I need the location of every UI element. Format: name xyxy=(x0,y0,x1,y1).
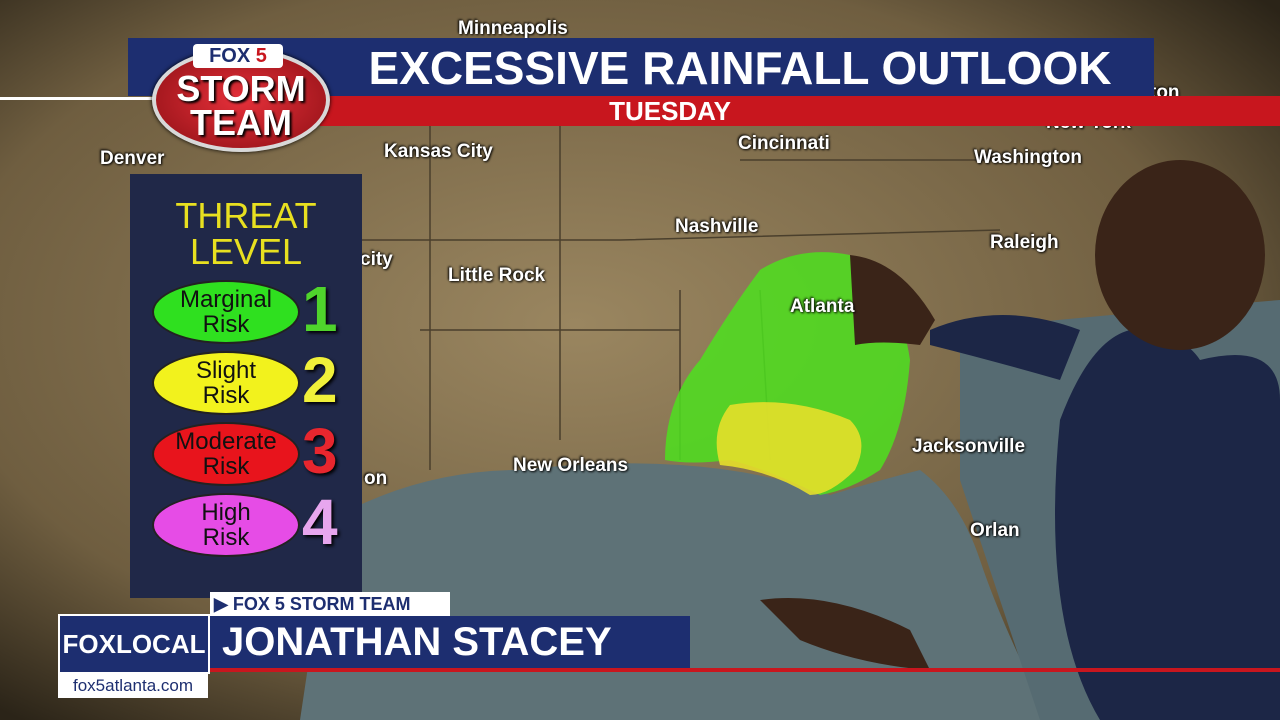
risk-ellipse: Slight Risk xyxy=(152,351,300,415)
presenter-hand xyxy=(850,255,935,345)
logo-fox: FOX xyxy=(209,45,251,67)
header-subtitle: TUESDAY xyxy=(609,96,731,126)
legend-title-line: LEVEL xyxy=(189,231,303,272)
risk-number: 1 xyxy=(302,273,338,345)
slight-area xyxy=(716,402,862,495)
city-label: Denver xyxy=(100,148,165,169)
tag-text: FOX 5 STORM TEAM xyxy=(232,594,411,614)
risk-label: High xyxy=(201,499,251,526)
city-label: Little Rock xyxy=(448,265,546,286)
tag-bar xyxy=(210,592,450,616)
logo-line2: TEAM xyxy=(190,102,292,143)
city-label: Minneapolis xyxy=(458,18,568,39)
city-label: on xyxy=(364,468,388,489)
logo-channel: 5 xyxy=(255,45,267,67)
subtitle-bar xyxy=(320,96,1280,126)
city-label: Atlanta xyxy=(790,296,855,317)
city-label: Raleigh xyxy=(990,232,1059,253)
risk-number: 4 xyxy=(302,486,338,558)
risk-label: Risk xyxy=(202,524,250,551)
tag: ▶ FOX 5 STORM TEAM xyxy=(214,594,411,614)
city-label: city xyxy=(360,249,393,270)
city-label: Orlan xyxy=(970,520,1020,541)
risk-ellipse: Moderate Risk xyxy=(152,422,300,486)
logo-line1: STORM xyxy=(176,68,306,109)
name-rule xyxy=(210,668,1280,672)
presenter-pointing-hand xyxy=(760,598,930,670)
risk-label: Risk xyxy=(202,453,250,480)
city-label: Cincinnati xyxy=(738,133,830,154)
risk-label: Moderate xyxy=(175,428,277,455)
rule xyxy=(0,97,160,100)
presenter-body xyxy=(1055,330,1280,720)
risk-number: 3 xyxy=(302,415,338,487)
website: fox5atlanta.com xyxy=(58,674,208,698)
risk-ellipse: High Risk xyxy=(152,493,300,557)
city-label: Jacksonville xyxy=(912,436,1026,457)
city-label: Kansas City xyxy=(384,141,493,162)
legend-item: Moderate Risk 3 xyxy=(152,415,352,487)
legend-title: THREAT LEVEL xyxy=(130,198,362,270)
legend-item: Slight Risk 2 xyxy=(152,344,352,416)
city-label: New Orleans xyxy=(513,455,629,476)
presenter-name: JONATHAN STACEY xyxy=(222,620,612,664)
risk-label: Marginal xyxy=(179,286,273,313)
city-label: Washington xyxy=(974,147,1082,168)
presenter-head xyxy=(1095,160,1265,350)
city-label: Nashville xyxy=(675,216,759,237)
header-title: EXCESSIVE RAINFALL OUTLOOK xyxy=(368,42,1112,94)
risk-label: Risk xyxy=(202,382,250,409)
legend-title-line: THREAT xyxy=(175,195,317,236)
brand: FOXLOCAL xyxy=(58,614,210,674)
presenter-arm xyxy=(930,315,1080,380)
logo-network: FOX 5 xyxy=(193,44,283,68)
name-bar xyxy=(210,616,690,668)
legend-item: High Risk 4 xyxy=(152,486,352,558)
legend-item: Marginal Risk 1 xyxy=(152,273,352,345)
risk-ellipse: Marginal Risk xyxy=(152,280,300,344)
risk-label: Slight xyxy=(195,357,257,384)
risk-label: Risk xyxy=(202,311,250,338)
risk-number: 2 xyxy=(302,344,338,416)
